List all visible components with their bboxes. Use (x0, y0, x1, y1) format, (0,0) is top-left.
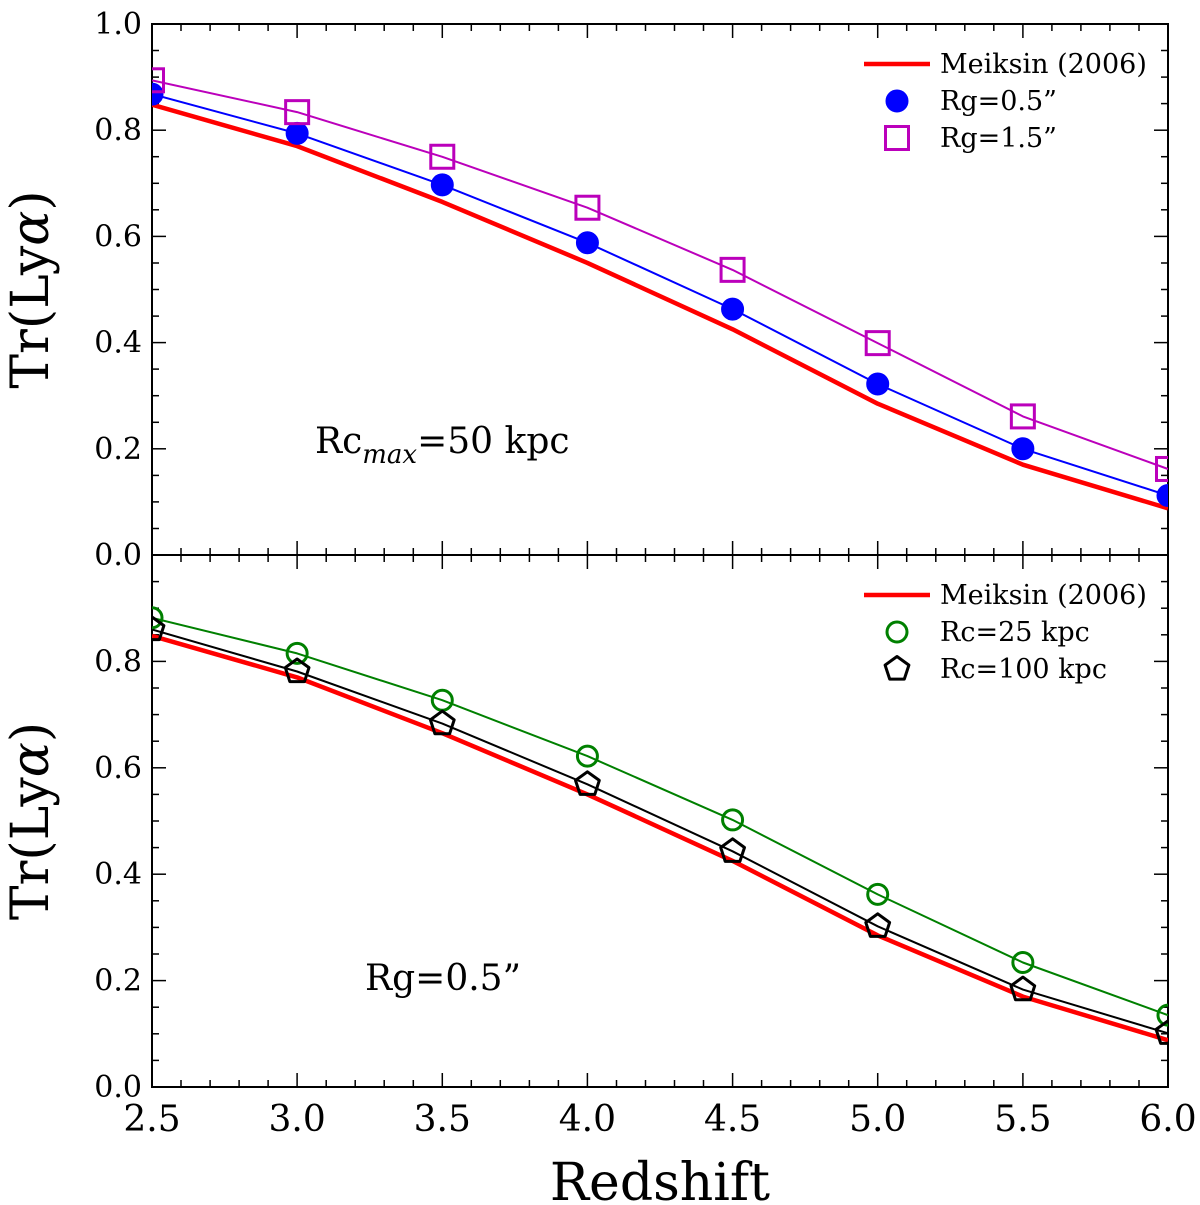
x-tick-label: 5.5 (994, 1099, 1051, 1140)
y-axis-title-greek: α (1, 742, 61, 777)
y-tick-label: 0.4 (94, 326, 142, 361)
legend-marker (885, 89, 909, 113)
data-point-1 (575, 231, 599, 255)
data-point-1 (1156, 484, 1168, 508)
y-tick-label: 0.6 (94, 219, 142, 254)
y-tick-label: 0.0 (94, 1070, 142, 1105)
data-point-1 (285, 641, 309, 665)
data-point-1 (430, 173, 454, 197)
data-point-1 (575, 744, 599, 768)
y-axis-title: Tr(Lyα) (1, 190, 61, 388)
data-point-2 (429, 143, 456, 170)
series-line-2 (152, 628, 1168, 1035)
data-point-2 (284, 99, 311, 126)
x-tick-label: 3.5 (414, 1099, 471, 1140)
data-point-1 (152, 606, 164, 630)
y-tick-label: 0.8 (94, 644, 142, 679)
data-layer (152, 67, 1168, 511)
y-axis-title-close: ) (1, 190, 61, 210)
data-point-1 (285, 121, 309, 145)
series-line-2 (152, 79, 1168, 470)
data-point-2 (574, 194, 601, 221)
data-point-1 (866, 882, 890, 906)
panel-annotation: Rg=0.5” (365, 958, 521, 999)
data-point-1 (1011, 951, 1035, 975)
annotation-main: Rc (315, 421, 362, 462)
y-tick-label: 1.0 (94, 7, 142, 42)
data-point-2 (864, 912, 892, 938)
y-axis-title: Tr(Lyα) (1, 722, 61, 920)
y-tick-label: 0.6 (94, 751, 142, 786)
series-line-0 (152, 102, 1168, 511)
x-tick-label: 3.0 (269, 1099, 326, 1140)
bottom-panel: 0.0 0.2 0.4 0.6 0.8 2.5 3.0 3.5 4.0 4.5 5.0 5.5 6.0 T… (1, 554, 1197, 1140)
y-tick-label: 0.2 (94, 432, 142, 467)
annotation-main: Rg=0.5” (365, 958, 521, 999)
series-line-0 (152, 633, 1168, 1043)
legend-label: Rg=0.5” (940, 86, 1057, 117)
legend-marker (883, 655, 911, 681)
y-tick-label: 0.2 (94, 964, 142, 999)
series-line-1 (152, 616, 1168, 1017)
annotation-sub: max (362, 440, 417, 470)
y-tick-label: 0.0 (94, 538, 142, 573)
y-tick-label: 0.8 (94, 113, 142, 148)
legend-label: Meiksin (2006) (940, 49, 1147, 80)
legend: Meiksin (2006) Rg=0.5” Rg=1.5” (864, 49, 1147, 154)
data-point-2 (1155, 455, 1168, 482)
data-point-2 (283, 657, 311, 684)
legend-label: Rc=100 kpc (940, 654, 1107, 685)
data-point-2 (1009, 975, 1037, 1002)
data-point-2 (864, 330, 891, 357)
data-point-1 (721, 808, 745, 832)
axis-ticks (151, 554, 1169, 1088)
data-point-1 (1156, 1003, 1168, 1027)
data-point-1 (721, 297, 745, 321)
data-point-1 (152, 82, 164, 106)
data-point-2 (152, 67, 165, 94)
y-axis-title-close: ) (1, 722, 61, 742)
legend-marker (884, 125, 910, 151)
top-panel: 0.0 0.2 0.4 0.6 0.8 1.0 Tr(Lyα) Meiksin (2006) R… (1, 7, 1169, 573)
x-tick-label: 5.0 (849, 1099, 906, 1140)
x-tick-label: 2.5 (123, 1099, 180, 1140)
data-point-1 (1011, 437, 1035, 461)
panel-annotation: Rcmax=50 kpc (315, 421, 570, 470)
data-point-2 (719, 256, 746, 283)
data-point-2 (428, 709, 456, 736)
data-point-2 (719, 837, 746, 863)
legend-label: Rc=25 kpc (940, 617, 1090, 648)
legend-label: Meiksin (2006) (940, 580, 1147, 611)
x-axis-title: Redshift (550, 1153, 770, 1205)
x-tick-label: 4.5 (704, 1099, 761, 1140)
data-layer (152, 606, 1168, 1045)
x-tick-label: 6.0 (1139, 1099, 1196, 1140)
annotation-rest: =50 kpc (417, 421, 569, 462)
x-tick-label: 4.0 (559, 1099, 616, 1140)
legend-label: Rg=1.5” (940, 123, 1057, 154)
data-point-2 (152, 615, 166, 642)
legend: Meiksin (2006) Rc=25 kpc Rc=100 kpc (864, 580, 1147, 685)
y-axis-title-greek: α (1, 211, 61, 246)
data-point-2 (1154, 1019, 1168, 1045)
series-line-1 (152, 93, 1168, 497)
data-point-1 (866, 372, 890, 396)
data-point-2 (1009, 403, 1036, 430)
y-axis-title-main: Tr(Ly (1, 245, 61, 388)
y-tick-label: 0.4 (94, 857, 142, 892)
data-point-2 (574, 770, 601, 796)
legend-marker (885, 620, 909, 644)
y-axis-title-main: Tr(Ly (1, 777, 61, 920)
